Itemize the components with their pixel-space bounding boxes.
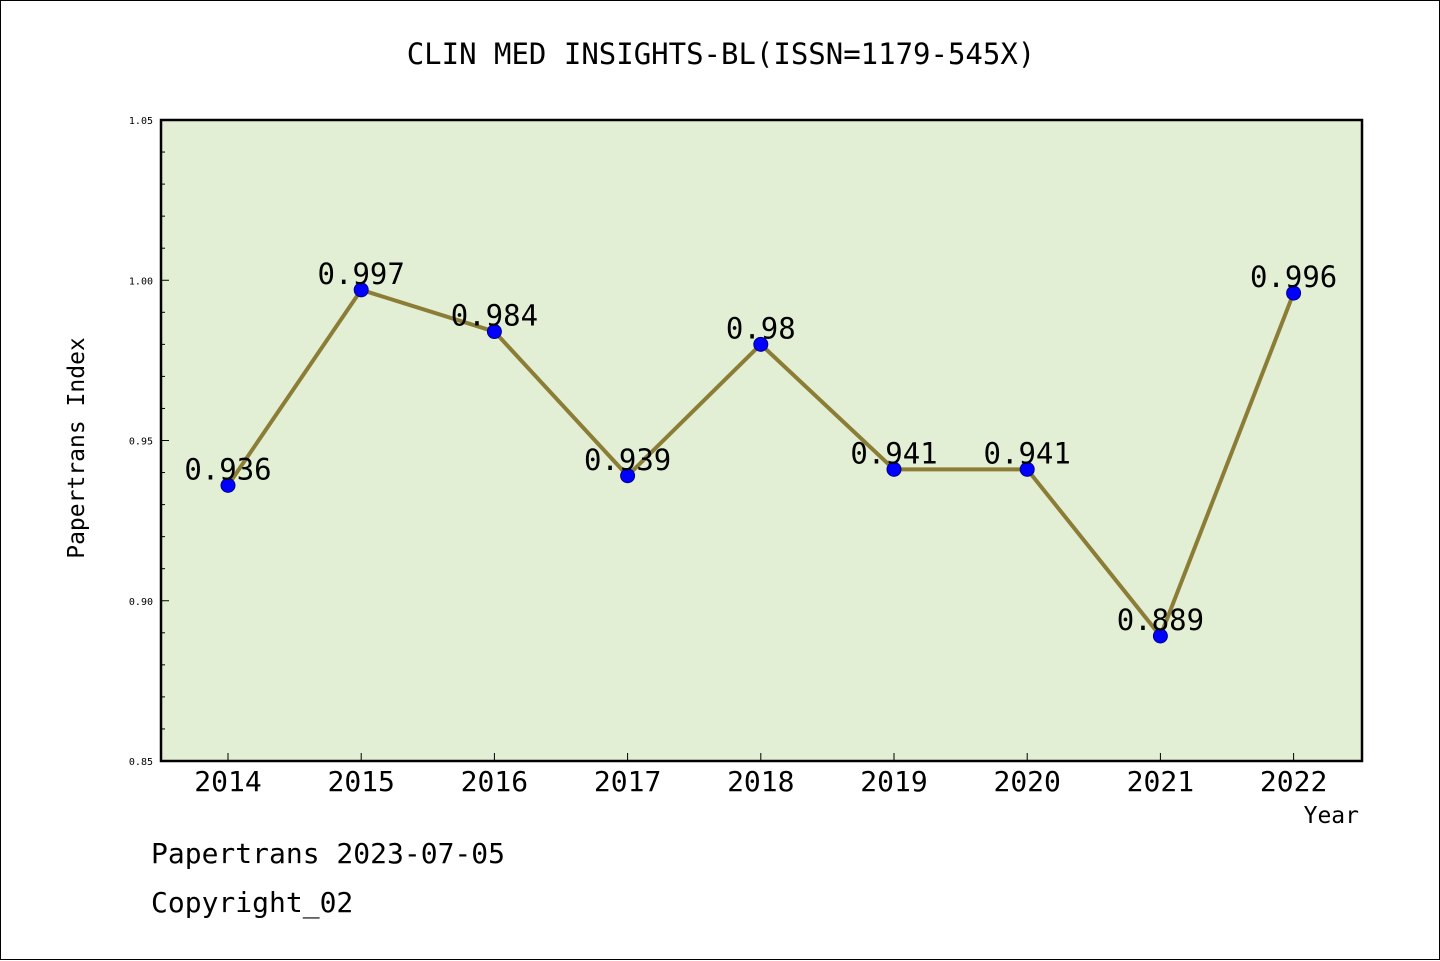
footer-copyright: Copyright_02 <box>151 886 354 919</box>
x-tick-label: 2020 <box>993 765 1060 798</box>
y-tick-label: 1.00 <box>129 276 153 287</box>
data-label: 0.98 <box>726 311 796 345</box>
data-point <box>486 324 502 340</box>
x-tick-label: 2018 <box>727 765 794 798</box>
data-label: 0.996 <box>1250 260 1337 294</box>
data-label: 0.939 <box>584 443 671 477</box>
x-tick-label: 2015 <box>327 765 394 798</box>
x-tick-label: 2022 <box>1260 765 1327 798</box>
y-tick-label: 1.05 <box>129 116 153 127</box>
data-point <box>1019 461 1035 477</box>
data-point <box>1286 285 1302 301</box>
x-axis-label: Year <box>1303 803 1359 829</box>
data-point <box>353 282 369 298</box>
data-point <box>753 336 769 352</box>
x-tick-label: 2021 <box>1127 765 1194 798</box>
data-label: 0.936 <box>184 452 271 486</box>
data-point <box>1152 628 1168 644</box>
data-label: 0.997 <box>318 257 405 291</box>
plot-area <box>161 120 1362 761</box>
chart-title: CLIN MED INSIGHTS-BL(ISSN=1179-545X) <box>406 37 1036 71</box>
x-tick-label: 2014 <box>194 765 261 798</box>
plot-frame <box>159 118 1364 763</box>
y-tick-label: 0.95 <box>129 437 153 448</box>
x-tick-label: 2017 <box>594 765 661 798</box>
x-tick-label: 2019 <box>860 765 927 798</box>
data-point <box>886 461 902 477</box>
data-label: 0.941 <box>984 436 1071 470</box>
data-point <box>620 468 636 484</box>
data-label: 0.941 <box>850 436 937 470</box>
y-tick-label: 0.85 <box>129 757 153 768</box>
data-label: 0.889 <box>1117 603 1204 637</box>
x-tick-label: 2016 <box>461 765 528 798</box>
data-point <box>220 477 236 493</box>
data-label: 0.984 <box>451 299 538 333</box>
footer-date: Papertrans 2023-07-05 <box>151 837 506 870</box>
y-tick-label: 0.90 <box>129 597 153 608</box>
y-axis-label: Papertrans Index <box>64 337 90 559</box>
